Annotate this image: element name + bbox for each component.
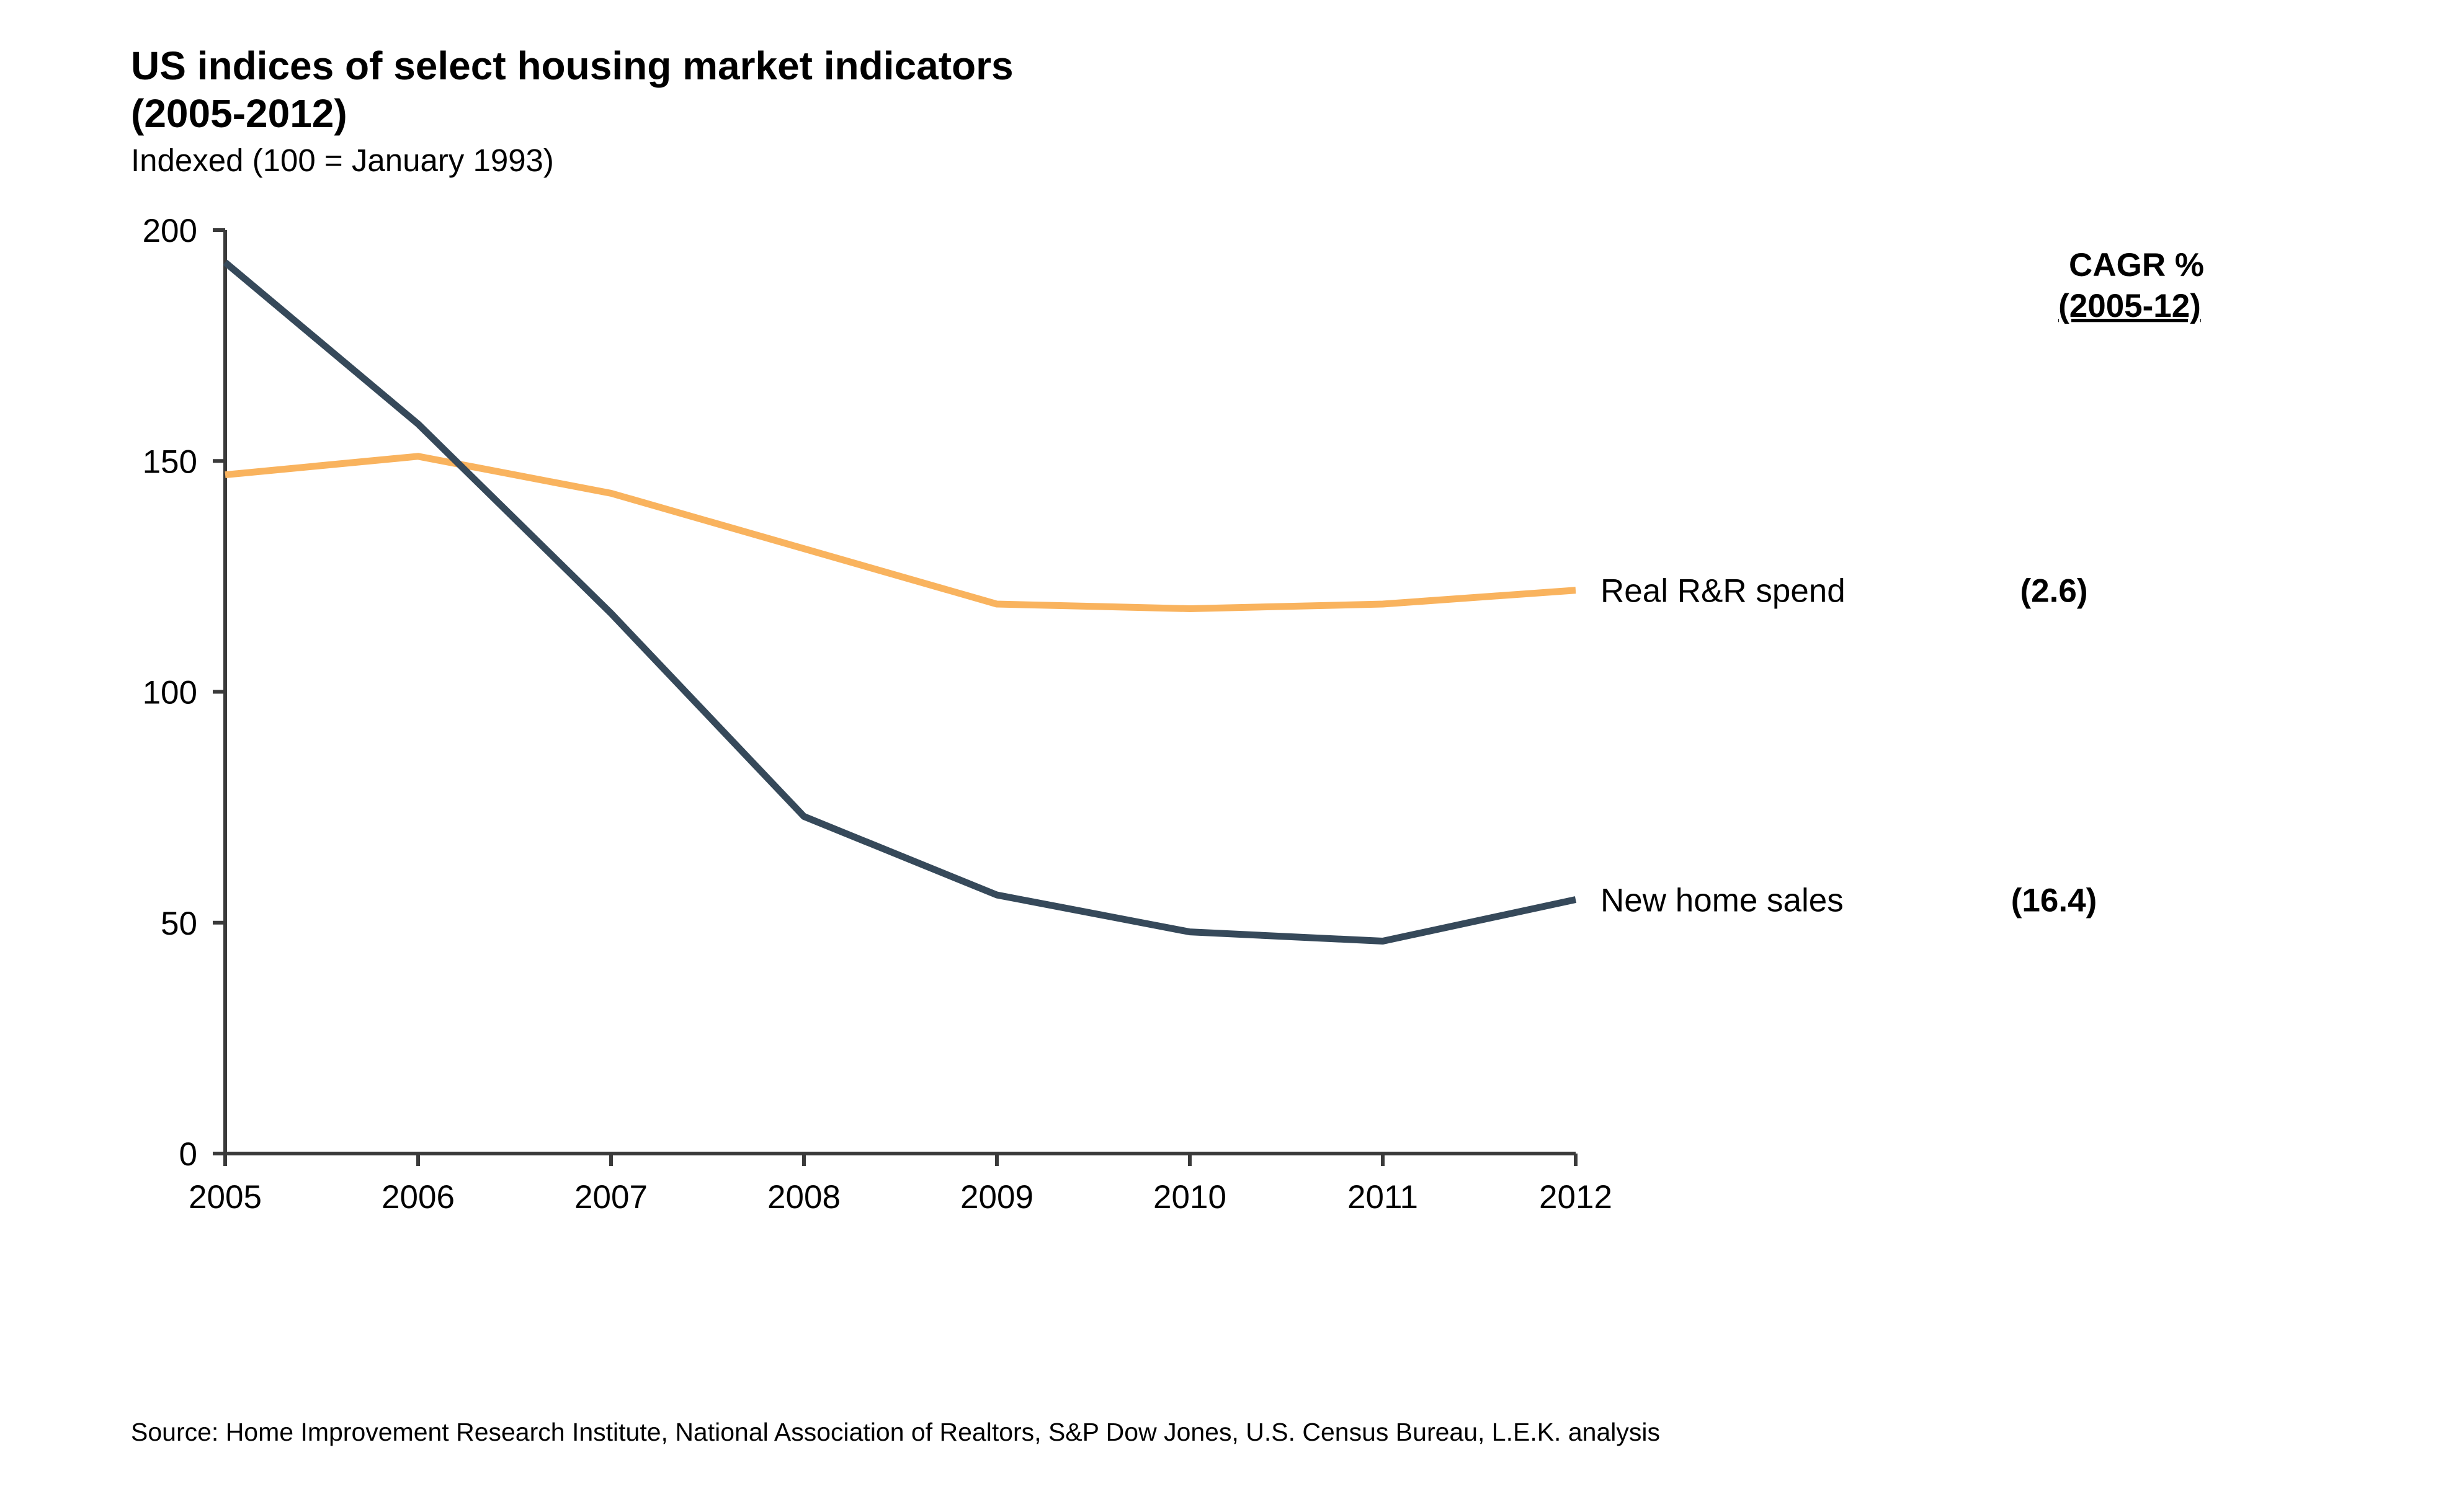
chart-axes xyxy=(223,230,1576,1155)
cagr-value-real-r-r-spend: (2.6) xyxy=(2020,573,2088,610)
x-tick-label: 2006 xyxy=(382,1179,455,1216)
series-label-new-home-sales: New home sales xyxy=(1600,883,1844,919)
y-tick-label: 100 xyxy=(143,675,197,711)
source-note: Source: Home Improvement Research Instit… xyxy=(131,1418,1660,1446)
cagr-value-new-home-sales: (16.4) xyxy=(2011,883,2097,919)
x-tick-label: 2011 xyxy=(1347,1179,1418,1216)
y-tick-label: 150 xyxy=(143,443,197,480)
series-line-new-home-sales xyxy=(223,259,1577,945)
cagr-header: CAGR % xyxy=(2069,247,2204,283)
axis-ticks: 0 50 100 150 200 2005 2006 2007 2008 2009 2010 2011… xyxy=(143,213,1612,1216)
y-tick-label: 0 xyxy=(179,1136,197,1173)
x-tick-label: 2012 xyxy=(1539,1179,1612,1216)
series-label-real-r-r-spend: Real R&R spend xyxy=(1600,573,1846,610)
chart-subtitle: Indexed (100 = January 1993) xyxy=(131,143,554,178)
y-tick-label: 50 xyxy=(161,905,197,942)
series-labels: Real R&R spend (2.6) New home sales (16.4) xyxy=(1600,573,2097,919)
x-tick-label: 2010 xyxy=(1153,1179,1226,1216)
x-tick-label: 2007 xyxy=(574,1179,648,1216)
y-tick-label: 200 xyxy=(143,213,197,249)
series-lines xyxy=(223,259,1577,945)
cagr-period: (2005-12) xyxy=(2058,288,2201,324)
chart-title: US indices of select housing market indi… xyxy=(131,43,1014,88)
x-tick-label: 2009 xyxy=(960,1179,1033,1216)
x-tick-label: 2008 xyxy=(767,1179,841,1216)
series-line-real-r-r-spend xyxy=(225,453,1576,612)
chart-title-years: (2005-2012) xyxy=(131,91,347,136)
x-tick-label: 2005 xyxy=(189,1179,262,1216)
